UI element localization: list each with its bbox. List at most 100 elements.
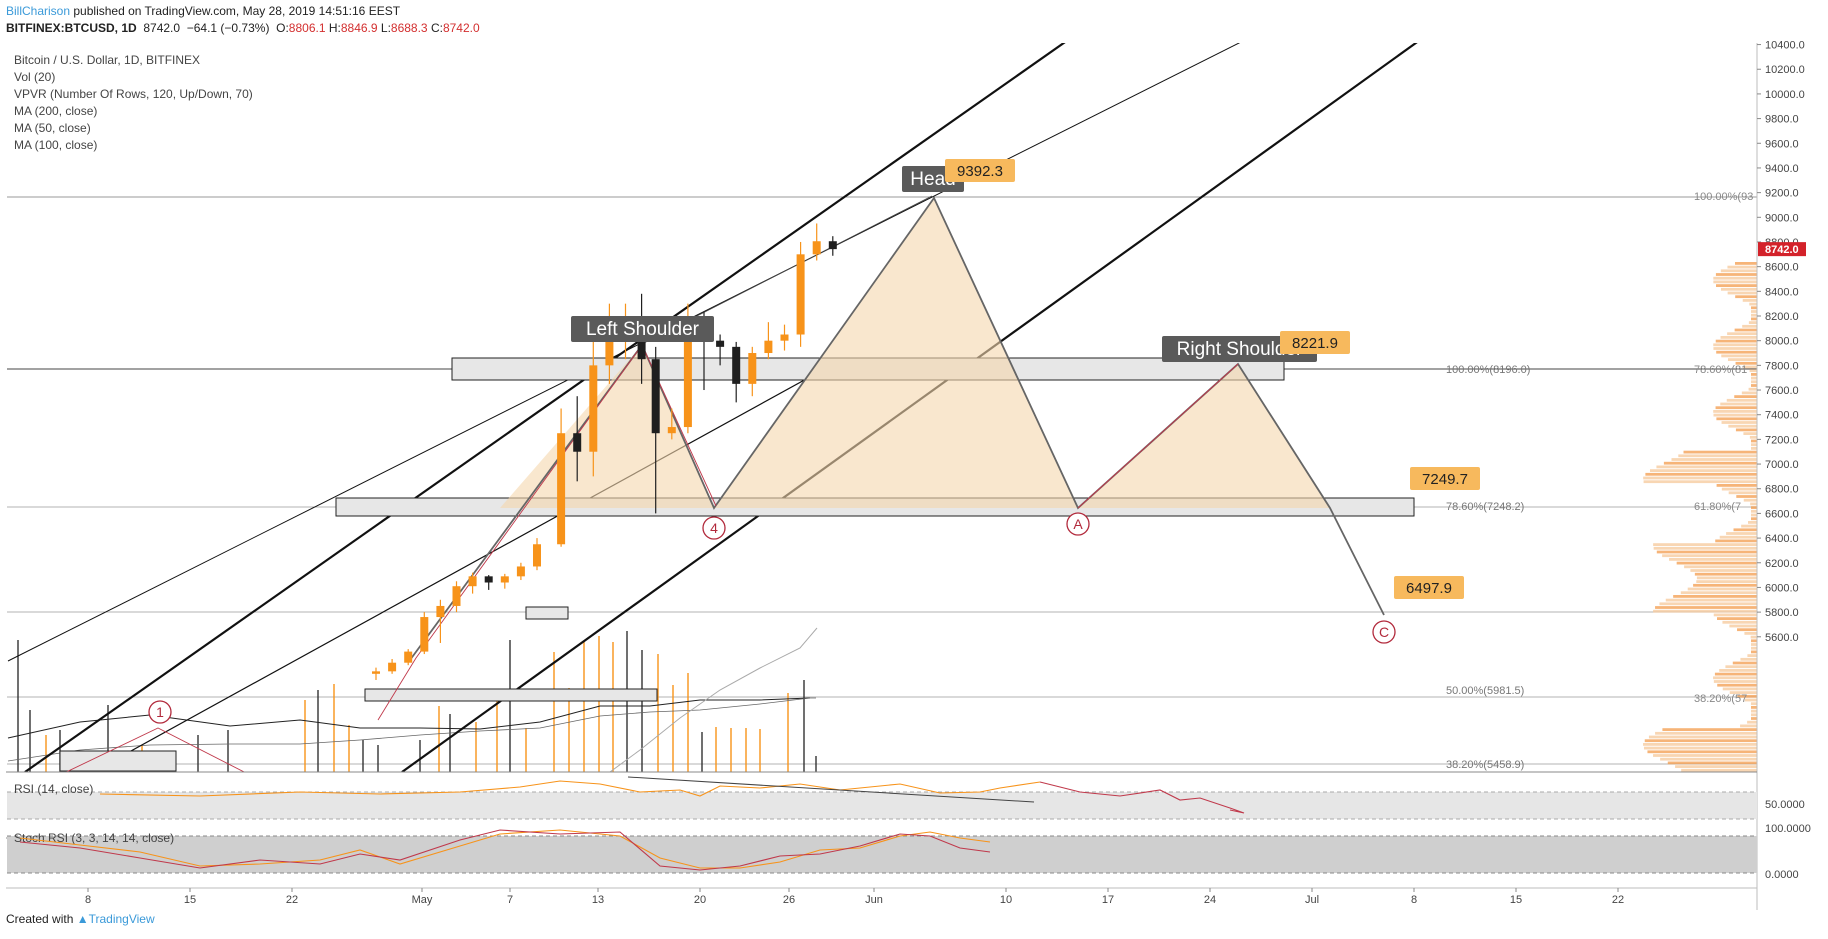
price-axis-label: 10400.0 <box>1765 40 1805 52</box>
channel-line <box>99 366 829 769</box>
volume-profile-bar <box>1721 487 1757 491</box>
candle-body <box>404 651 413 663</box>
volume-profile-bar <box>1684 565 1757 569</box>
volume-profile-bar <box>1715 339 1757 343</box>
price-axis-label: 7000.0 <box>1765 459 1799 471</box>
volume-profile-bar <box>1681 768 1757 772</box>
volume-profile-bar <box>1740 724 1757 728</box>
volume-profile-bar <box>1741 524 1757 528</box>
volume-profile-bar <box>1656 550 1757 554</box>
volume-profile-bar <box>1713 413 1757 417</box>
rsi-line <box>1039 781 1245 814</box>
time-axis-label: May <box>412 894 433 906</box>
time-axis-label: 15 <box>1510 894 1522 906</box>
volume-profile-bar <box>1696 580 1757 583</box>
price-axis-label: 6800.0 <box>1765 484 1799 496</box>
wave-marker-icon <box>1372 620 1396 644</box>
volume-profile-bar <box>1660 757 1757 761</box>
pattern-label-bg <box>1162 336 1317 362</box>
volume-profile-bar <box>1678 454 1757 458</box>
low-label: L: <box>380 21 391 35</box>
time-axis-label: 24 <box>1204 894 1216 906</box>
volume-profile-bar <box>1643 743 1757 746</box>
wave-line <box>1077 363 1239 509</box>
stoch-axis-label: 0.0000 <box>1765 869 1799 881</box>
price-axis-label: 6000.0 <box>1765 582 1799 594</box>
volume-profile-bar <box>1748 321 1757 324</box>
channel-line <box>24 43 1066 772</box>
legend-item[interactable]: MA (200, close) <box>14 104 98 118</box>
volume-profile-bar <box>1713 343 1757 347</box>
volume-profile-bar <box>1653 543 1757 546</box>
volume-profile-bar <box>1747 720 1757 724</box>
volume-profile-bar <box>1725 665 1757 669</box>
price-axis-label: 6200.0 <box>1765 558 1799 570</box>
volume-profile-bar <box>1653 754 1757 757</box>
close-value: 8742.0 <box>442 21 480 35</box>
legend-item[interactable]: MA (50, close) <box>14 121 91 135</box>
volume-profile-bar <box>1721 354 1757 358</box>
candle-body <box>468 576 477 587</box>
fib-label: 100.00%(8196.0) <box>1446 364 1530 376</box>
volume-profile-bar <box>1722 620 1757 624</box>
tradingview-link[interactable]: TradingView <box>88 912 155 926</box>
main-pane: 1 4 A C Left Shoulder Head Right Shoulder 9392.… <box>7 43 1757 779</box>
volume-profile-bar <box>1737 628 1757 632</box>
price-zone <box>364 688 658 702</box>
fib-label: 61.80%(7 <box>1694 501 1741 513</box>
volume-profile-bar <box>1649 469 1757 472</box>
ohlc-bar: BITFINEX:BTCUSD, 1D 8742.0 −64.1 (−0.73%… <box>6 21 480 35</box>
candle-body <box>732 346 741 384</box>
volume-profile-bar <box>1727 332 1757 336</box>
legend-item[interactable]: Vol (20) <box>14 70 56 84</box>
volume-profile-bar <box>1751 650 1757 654</box>
candle-body <box>589 365 598 452</box>
volume-profile-bar <box>1729 691 1757 694</box>
volume-profile-bar <box>1687 776 1757 779</box>
time-axis-label: 10 <box>1000 894 1012 906</box>
volume-profile-bar <box>1751 317 1757 321</box>
ma-line <box>609 627 818 772</box>
rsi-label: RSI (14, close) <box>14 782 93 796</box>
volume-profile-bar <box>1696 576 1757 580</box>
price-axis-label: 7200.0 <box>1765 434 1799 446</box>
volume-profile-bar <box>1750 502 1757 506</box>
price-axis-label: 5800.0 <box>1765 607 1799 619</box>
low-value: 8688.3 <box>390 21 428 35</box>
rsi-divergence-line <box>627 776 1035 803</box>
volume-profile-bar <box>1645 472 1757 476</box>
volume-profile-bar <box>1656 465 1757 469</box>
stoch-band <box>7 836 1757 873</box>
price-tag: 8221.9 <box>1292 335 1338 352</box>
price-axis-label: 9600.0 <box>1765 138 1799 150</box>
candle-body <box>500 576 509 583</box>
price-tag: 6497.9 <box>1406 580 1452 597</box>
fib-label: 100.00%(93 <box>1694 191 1753 203</box>
symbol-label: BITFINEX:BTCUSD, 1D <box>6 21 137 35</box>
time-axis-label: 22 <box>286 894 298 906</box>
volume-profile-bar <box>1751 646 1757 650</box>
candle-body <box>780 334 789 341</box>
candle-body <box>812 241 821 255</box>
wave-line <box>377 344 717 721</box>
volume-profile-bar <box>1750 702 1757 706</box>
wave-label: A <box>1073 516 1083 532</box>
time-axis-label: Jun <box>865 894 883 906</box>
price-tag-bg <box>1410 467 1480 490</box>
publish-info: BillCharison published on TradingView.co… <box>6 4 400 18</box>
volume-profile-bar <box>1655 731 1757 735</box>
price-axis-label: 9400.0 <box>1765 163 1799 175</box>
author-link[interactable]: BillCharison <box>6 4 71 18</box>
legend-item[interactable]: VPVR (Number Of Rows, 120, Up/Down, 70) <box>14 87 253 101</box>
volume-profile-bar <box>1675 765 1757 768</box>
legend-item[interactable]: MA (100, close) <box>14 138 98 152</box>
pattern-label-bg <box>571 316 714 342</box>
tradingview-logo-icon: ▲ <box>76 912 89 926</box>
volume-profile-bar <box>1716 484 1757 487</box>
ma-line <box>7 697 811 739</box>
volume-profile-bar <box>1744 632 1757 635</box>
volume-profile-bar <box>1735 428 1757 432</box>
price-zone <box>525 606 569 620</box>
volume-profile-bar <box>1676 561 1757 565</box>
